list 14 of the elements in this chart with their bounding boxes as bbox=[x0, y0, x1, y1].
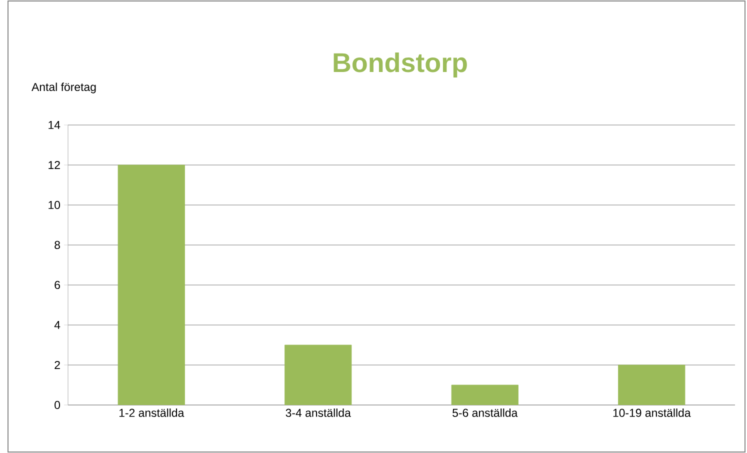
y-tick-label: 2 bbox=[54, 360, 60, 369]
x-tick-label: 10-19 anställda bbox=[613, 408, 691, 417]
x-tick-label: 1-2 anställda bbox=[119, 408, 184, 417]
y-tick-label: 14 bbox=[48, 121, 60, 129]
y-tick-label: 8 bbox=[54, 240, 60, 250]
x-tick-label: 5-6 anställda bbox=[452, 408, 518, 417]
y-axis-title: Antal företag bbox=[32, 82, 96, 94]
y-tick-label: 6 bbox=[54, 280, 60, 290]
chart-title: Bondstorp bbox=[334, 52, 467, 78]
y-tick-label: 12 bbox=[48, 160, 60, 169]
y-tick-label: 4 bbox=[54, 321, 60, 329]
y-tick-label: 0 bbox=[54, 400, 60, 410]
x-tick-label: 3-4 anställda bbox=[286, 408, 351, 417]
y-tick-label: 10 bbox=[48, 200, 60, 210]
